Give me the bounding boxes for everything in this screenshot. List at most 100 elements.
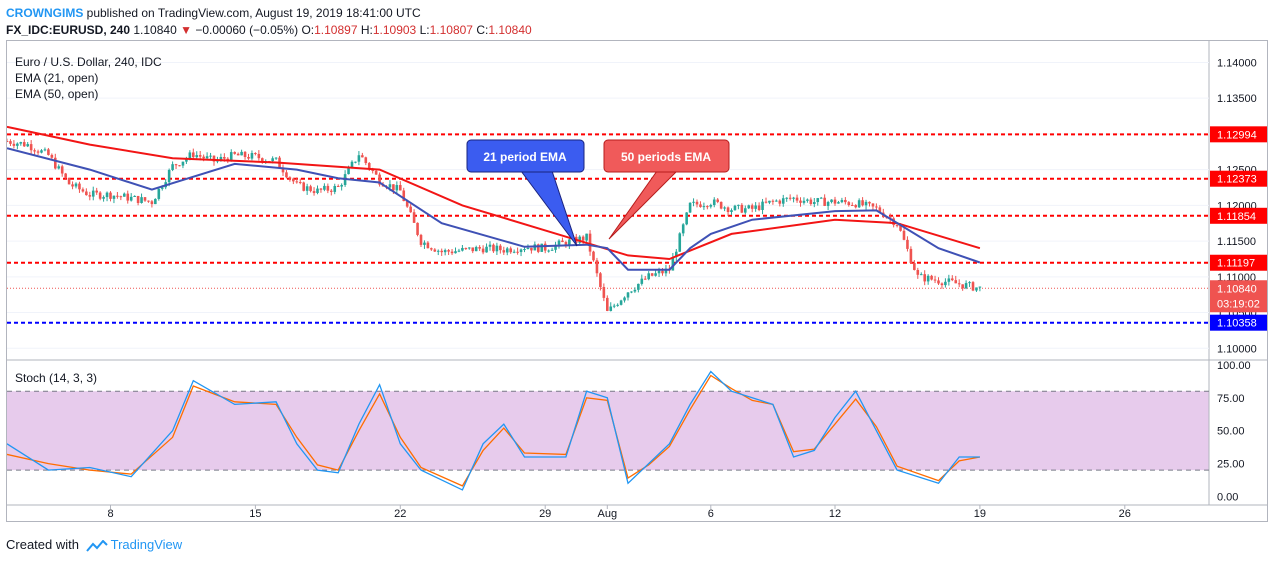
candle-body: [547, 250, 550, 252]
candle-body: [354, 161, 357, 163]
candle-body: [619, 300, 623, 305]
candle-body: [16, 143, 19, 146]
candle-body: [409, 206, 412, 213]
candle-body: [454, 251, 457, 254]
candle-body: [664, 268, 668, 274]
candle-body: [450, 251, 454, 254]
candle-body: [850, 205, 854, 207]
stoch-axis[interactable]: 100.00 75.00 50.00 25.00 0.00: [1217, 360, 1251, 503]
candle-body: [60, 166, 64, 174]
candle-body: [167, 169, 171, 183]
resistance-price-tag: [1210, 126, 1267, 143]
candle-body: [88, 195, 92, 197]
candle-body: [795, 197, 799, 201]
candle-body: [695, 201, 699, 205]
last-price-tag: [1210, 280, 1267, 313]
ohlc-high-label: H:: [360, 23, 373, 37]
candle-body: [637, 283, 640, 290]
grid: [7, 41, 1267, 506]
candle-body: [136, 195, 140, 203]
candle-body: [181, 161, 185, 166]
ema21-line: [7, 147, 981, 271]
candle-body: [40, 150, 43, 153]
support-price-tag-label: 1.10358: [1217, 318, 1257, 330]
candle-body: [640, 278, 644, 284]
ema50-line: [7, 125, 981, 261]
ema21-callout-box: [466, 139, 585, 173]
candle-body: [523, 249, 526, 251]
created-with-text: Created with: [6, 537, 79, 552]
candle-body: [85, 191, 88, 196]
candle-body: [298, 182, 302, 184]
candle-body: [685, 212, 688, 225]
legend-title: Euro / U.S. Dollar, 240, IDC: [15, 55, 162, 69]
candle-body: [592, 251, 595, 261]
candle-body: [537, 244, 540, 252]
candle-body: [340, 184, 343, 187]
tradingview-logo-icon[interactable]: [85, 539, 108, 552]
candle-body: [22, 142, 26, 147]
candle-body: [740, 204, 744, 213]
price-levels: [7, 133, 1209, 324]
candle-body: [143, 197, 147, 201]
candle-body: [499, 245, 502, 251]
legend-ema21: EMA (21, open): [15, 71, 98, 85]
candle-body: [364, 157, 368, 164]
candle-body: [330, 190, 333, 192]
price-axis[interactable]: 1.140001.135001.130001.125001.120001.115…: [1210, 57, 1267, 355]
candle-body: [723, 207, 726, 209]
candle-body: [671, 257, 675, 271]
candle-body: [750, 205, 754, 209]
candle-body: [809, 199, 813, 205]
candle-body: [754, 205, 757, 209]
candle-body: [585, 233, 588, 241]
candle-body: [757, 205, 761, 210]
candle-body: [854, 205, 857, 208]
candle-body: [133, 195, 136, 197]
time-tick-label: 19: [974, 508, 986, 520]
time-axis[interactable]: 8 15 22 29 Aug 6 12 19 26: [107, 505, 1131, 520]
time-tick-label: 26: [1119, 508, 1131, 520]
candle-body: [944, 281, 947, 286]
legend-ema50: EMA (50, open): [15, 87, 98, 101]
time-tick-label: 12: [829, 508, 841, 520]
candle-body: [916, 269, 920, 275]
candle-body: [785, 197, 788, 199]
candle-body: [968, 282, 971, 284]
candle-body: [102, 197, 105, 199]
candle-body: [205, 156, 209, 159]
candle-body: [699, 204, 702, 208]
candle-body: [126, 193, 130, 201]
candle-body: [737, 204, 740, 206]
resistance-price-tag: [1210, 207, 1267, 224]
candle-body: [702, 206, 706, 208]
candle-body: [706, 206, 709, 208]
chart-canvas[interactable]: 21 period EMA 50 periods EMA 1.14000 1.135…: [7, 41, 1267, 521]
candle-body: [826, 202, 830, 206]
candle-body: [43, 149, 47, 151]
candle-body: [464, 247, 468, 249]
candle-body: [54, 157, 57, 169]
candle-body: [36, 151, 40, 153]
candle-body: [768, 200, 771, 203]
candle-body: [930, 275, 933, 280]
candle-body: [457, 250, 461, 252]
candle-body: [474, 247, 478, 252]
ohlc-open-label: O:: [301, 23, 315, 37]
candle-body: [254, 153, 257, 155]
chart-frame[interactable]: 21 period EMA 50 periods EMA 1.14000 1.135…: [6, 40, 1268, 522]
candle-body: [399, 185, 402, 191]
candle-body: [9, 141, 12, 144]
publisher-name[interactable]: CROWNGIMS: [6, 6, 84, 20]
stoch-tick-label: 25.00: [1217, 459, 1245, 471]
candle-body: [436, 250, 440, 252]
candle-body: [712, 199, 716, 206]
candle-body: [250, 153, 254, 159]
candle-body: [302, 182, 305, 191]
price-tick-label: 1.14000: [1217, 57, 1257, 69]
candle-body: [243, 151, 247, 158]
candle-body: [733, 205, 737, 211]
candle-body: [171, 164, 174, 170]
candle-body: [951, 278, 954, 281]
tradingview-brand[interactable]: TradingView: [110, 537, 183, 552]
